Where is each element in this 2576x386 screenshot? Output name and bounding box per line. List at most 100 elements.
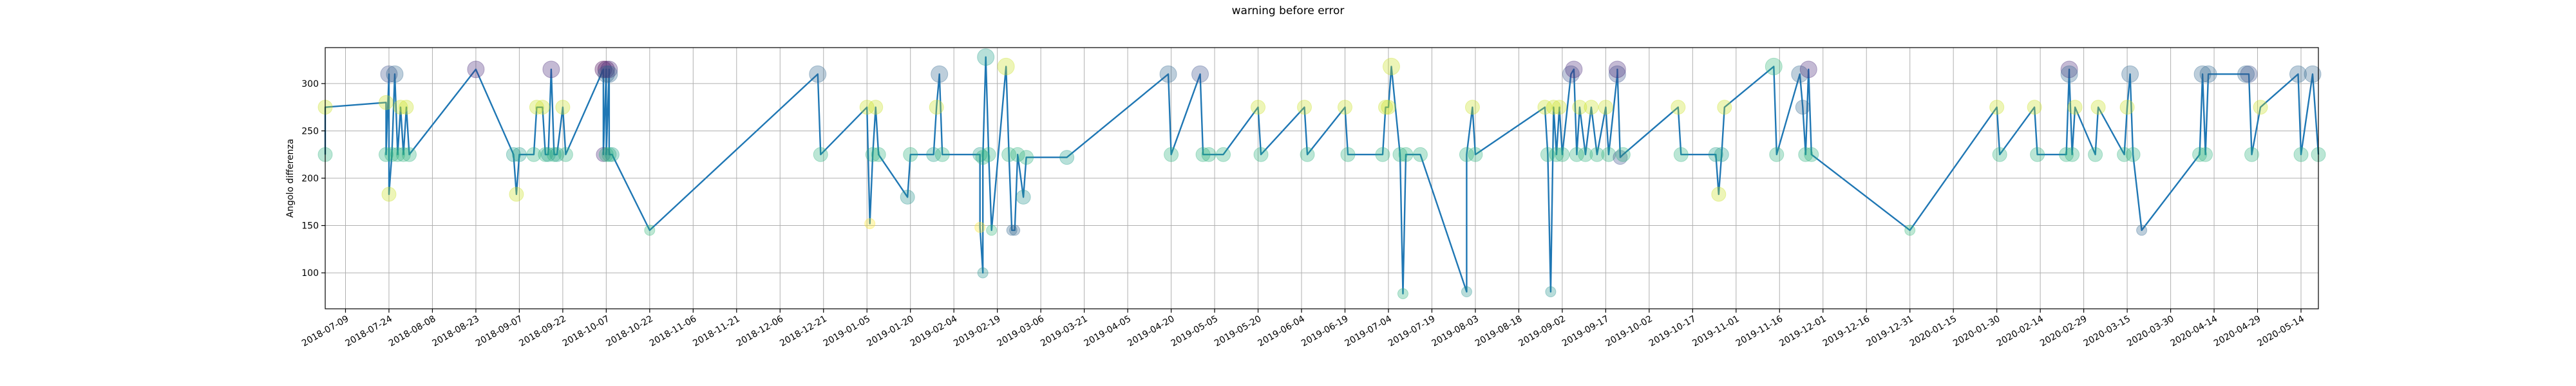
data-point bbox=[395, 147, 411, 162]
data-point bbox=[1613, 150, 1628, 165]
x-tick-label: 2018-12-06 bbox=[735, 314, 786, 349]
x-tick-label: 2019-08-18 bbox=[1473, 314, 1524, 349]
data-point bbox=[600, 65, 618, 83]
x-tick-label: 2018-08-08 bbox=[387, 314, 437, 349]
x-tick-label: 2018-08-23 bbox=[430, 314, 480, 349]
data-point bbox=[378, 147, 393, 162]
x-tick-label: 2019-01-20 bbox=[865, 314, 915, 349]
x-tick-label: 2018-09-22 bbox=[517, 314, 567, 349]
data-point bbox=[900, 189, 915, 205]
data-point bbox=[1989, 100, 2005, 115]
x-tick-label: 2019-03-21 bbox=[1039, 314, 1089, 349]
data-point bbox=[399, 100, 414, 115]
data-point bbox=[2030, 147, 2045, 162]
data-point bbox=[2199, 65, 2217, 83]
data-point bbox=[1601, 147, 1616, 162]
data-point bbox=[2136, 225, 2148, 236]
x-tick-label: 2020-02-14 bbox=[1995, 314, 2046, 349]
x-tick-label: 2019-06-04 bbox=[1256, 314, 1307, 349]
data-point bbox=[401, 147, 417, 162]
data-point bbox=[1615, 147, 1631, 162]
data-point bbox=[384, 147, 399, 162]
data-point bbox=[2060, 60, 2078, 78]
data-point bbox=[597, 65, 615, 83]
data-point bbox=[1555, 147, 1570, 162]
data-point bbox=[1769, 147, 1785, 162]
data-point bbox=[2244, 147, 2260, 162]
data-point bbox=[868, 100, 884, 115]
data-point bbox=[1164, 147, 1179, 162]
x-tick-label: 2018-11-06 bbox=[648, 314, 699, 349]
data-point bbox=[604, 147, 620, 162]
x-tick-label: 2020-04-29 bbox=[2212, 314, 2262, 349]
data-point bbox=[1804, 147, 1819, 162]
data-point bbox=[972, 147, 988, 162]
data-point bbox=[1464, 100, 1480, 115]
data-point bbox=[598, 147, 614, 162]
data-point bbox=[1378, 100, 1393, 115]
x-tick-label: 2019-05-05 bbox=[1170, 314, 1220, 349]
data-point bbox=[644, 225, 656, 236]
data-point bbox=[1540, 147, 1555, 162]
y-tick-label: 250 bbox=[301, 126, 319, 136]
data-point bbox=[549, 147, 565, 162]
data-points bbox=[317, 48, 2326, 299]
data-point bbox=[1799, 60, 1817, 78]
data-point bbox=[2289, 65, 2307, 83]
data-point bbox=[813, 147, 828, 162]
data-point bbox=[864, 218, 876, 230]
data-point bbox=[1009, 225, 1021, 236]
data-point bbox=[1714, 147, 1729, 162]
data-point bbox=[2059, 147, 2074, 162]
data-point bbox=[1537, 100, 1553, 115]
data-point bbox=[1191, 65, 1209, 83]
data-point bbox=[596, 147, 611, 162]
series-line-layer bbox=[324, 56, 2320, 295]
data-point bbox=[931, 65, 949, 83]
x-tick-label: 2020-04-14 bbox=[2169, 314, 2220, 349]
x-tick-label: 2019-11-01 bbox=[1690, 314, 1741, 349]
y-tick-label: 150 bbox=[301, 221, 319, 232]
data-point bbox=[1016, 189, 1031, 205]
data-point bbox=[871, 147, 886, 162]
x-tick-label: 2019-07-04 bbox=[1343, 314, 1394, 349]
data-point bbox=[1201, 147, 1217, 162]
x-tick-label: 2019-03-06 bbox=[996, 314, 1046, 349]
data-point bbox=[1795, 100, 1810, 115]
data-point bbox=[1673, 147, 1689, 162]
x-tick-label: 2019-01-05 bbox=[822, 314, 872, 349]
data-point bbox=[1300, 147, 1315, 162]
data-point bbox=[2237, 65, 2255, 83]
data-point bbox=[386, 65, 404, 83]
x-tick-label: 2018-10-07 bbox=[561, 314, 611, 349]
data-point bbox=[2065, 147, 2080, 162]
data-point bbox=[390, 147, 405, 162]
data-point bbox=[1019, 150, 1034, 165]
data-point bbox=[1412, 147, 1428, 162]
y-tick-label: 100 bbox=[301, 268, 319, 279]
x-tick-label: 2019-08-03 bbox=[1430, 314, 1480, 349]
data-point bbox=[381, 187, 397, 202]
x-tick-label: 2020-01-30 bbox=[1951, 314, 2002, 349]
data-point bbox=[1708, 147, 1723, 162]
data-point bbox=[1253, 147, 1269, 162]
data-point bbox=[1337, 100, 1352, 115]
x-tick-label: 2020-03-30 bbox=[2125, 314, 2175, 349]
grid-lines bbox=[325, 48, 2318, 309]
data-point bbox=[2240, 65, 2258, 83]
data-point bbox=[981, 147, 996, 162]
x-tick-label: 2019-09-02 bbox=[1517, 314, 1567, 349]
data-point bbox=[1717, 100, 1732, 115]
data-point bbox=[2060, 65, 2078, 83]
data-point bbox=[1545, 286, 1557, 298]
data-point bbox=[601, 147, 617, 162]
data-point bbox=[986, 225, 998, 236]
data-point bbox=[2090, 100, 2106, 115]
data-point bbox=[903, 147, 918, 162]
data-point bbox=[2027, 100, 2042, 115]
data-point bbox=[1216, 147, 1231, 162]
x-tick-label: 2019-12-16 bbox=[1821, 314, 1872, 349]
data-point bbox=[1608, 60, 1626, 78]
data-point bbox=[1598, 100, 1613, 115]
